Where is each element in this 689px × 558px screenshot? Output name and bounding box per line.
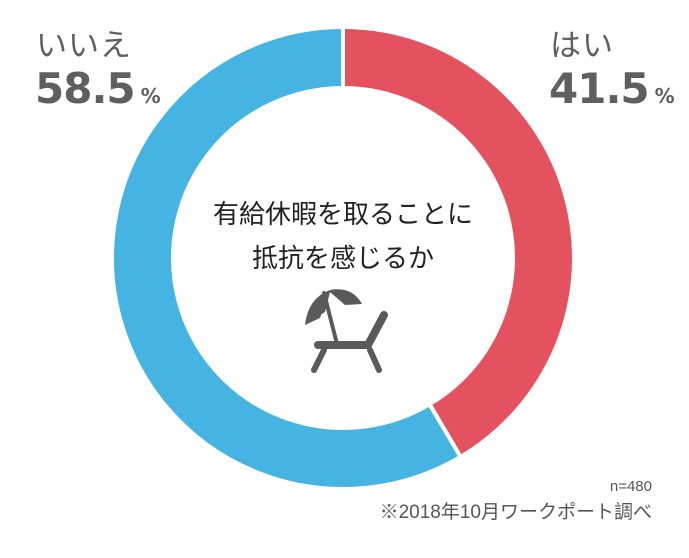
label-no-unit: % bbox=[140, 84, 161, 108]
donut-segment-no bbox=[110, 24, 464, 491]
center-title-line2: 抵抗を感じるか bbox=[251, 244, 434, 274]
donut-ring bbox=[110, 24, 576, 491]
sample-size-note: n=480 bbox=[609, 478, 652, 495]
label-yes-value: 41.5% bbox=[549, 68, 675, 117]
label-no-word: いいえ bbox=[36, 28, 132, 64]
label-yes-number: 41.5 bbox=[549, 64, 650, 113]
donut-segment-yes bbox=[341, 24, 576, 460]
label-no-number: 58.5 bbox=[35, 64, 136, 113]
center-title-line1: 有給休暇を取ることに bbox=[212, 200, 473, 230]
label-yes-unit: % bbox=[654, 84, 675, 108]
label-no-value: 58.5% bbox=[35, 68, 161, 117]
source-note: ※2018年10月ワークポート調べ bbox=[379, 502, 652, 523]
label-yes-word: はい bbox=[550, 28, 614, 64]
beach-umbrella-lounger-icon bbox=[305, 289, 388, 373]
